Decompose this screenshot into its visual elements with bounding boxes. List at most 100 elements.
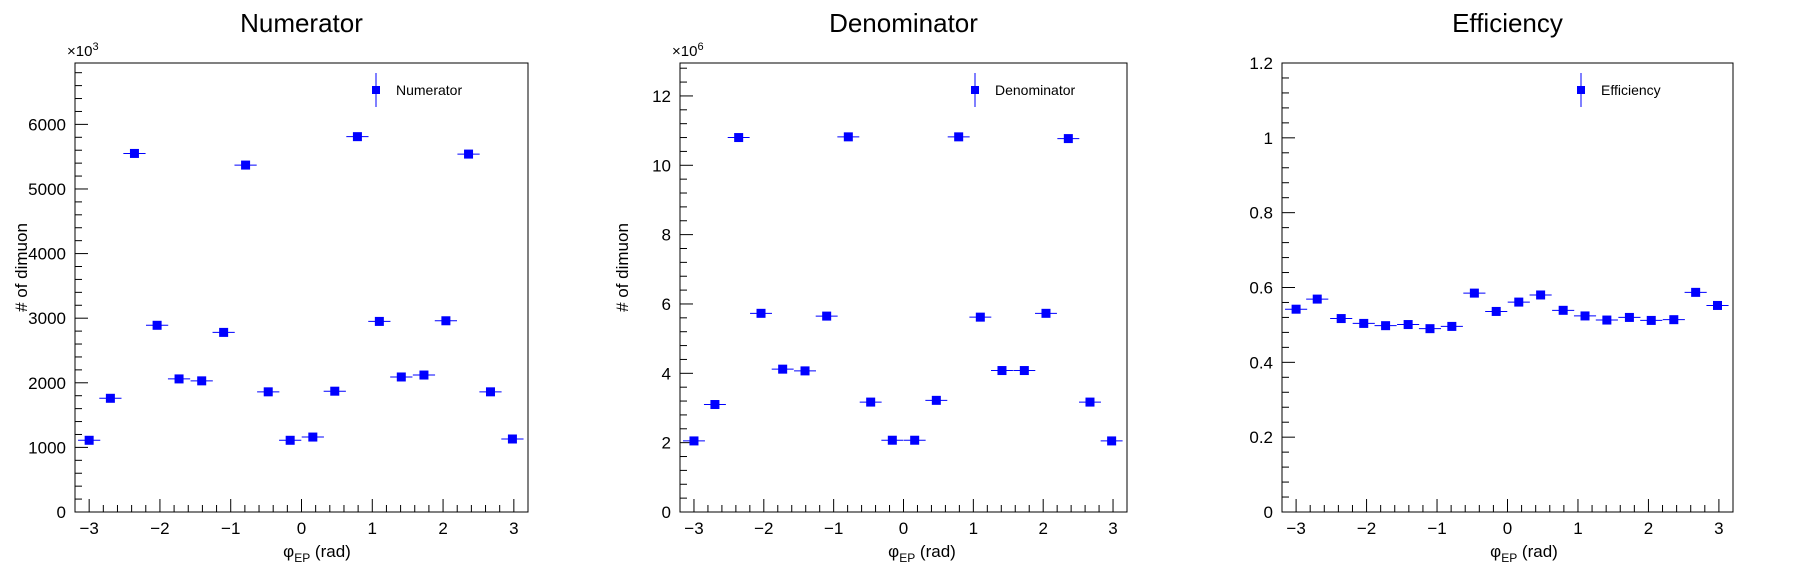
legend-marker (372, 86, 380, 94)
x-tick-label: −3 (684, 519, 703, 538)
marker (1514, 297, 1524, 307)
data-point (1640, 315, 1663, 325)
marker (507, 434, 517, 444)
marker (1491, 306, 1501, 316)
y-tick-label: 5000 (28, 180, 66, 199)
x-tick-label: 3 (1108, 519, 1117, 538)
marker (1536, 290, 1546, 300)
data-point (279, 435, 302, 445)
x-tick-label: 1 (969, 519, 978, 538)
y-multiplier: ×103 (67, 41, 99, 60)
marker (689, 436, 699, 446)
data-point (323, 386, 346, 396)
data-point (859, 397, 882, 407)
data-point (1352, 318, 1375, 328)
marker (1602, 315, 1612, 325)
data-point (1285, 304, 1308, 314)
marker (756, 308, 766, 318)
marker (285, 435, 295, 445)
marker (174, 374, 184, 384)
data-point (145, 320, 169, 330)
x-tick-label: −3 (1286, 519, 1305, 538)
data-point (99, 393, 122, 403)
y-tick-label: 0 (662, 503, 671, 522)
x-tick-label: 0 (297, 519, 306, 538)
marker (710, 400, 720, 410)
y-tick-label: 6000 (28, 115, 66, 134)
chart-title: Numerator (240, 8, 363, 38)
marker (197, 376, 207, 386)
y-tick-label: 0.4 (1249, 353, 1273, 372)
x-tick-label: −3 (79, 519, 98, 538)
plot-frame (679, 62, 1128, 513)
marker (84, 435, 94, 445)
marker (308, 432, 318, 442)
marker (485, 387, 495, 397)
data-point (1529, 290, 1552, 300)
data-point (703, 400, 726, 410)
data-point (727, 133, 750, 143)
data-point (750, 308, 772, 318)
x-tick-label: 2 (438, 519, 447, 538)
chart-title: Denominator (829, 8, 978, 38)
chart-title: Efficiency (1452, 8, 1563, 38)
marker (1403, 320, 1413, 330)
data-point (501, 434, 524, 444)
legend-marker (1577, 86, 1585, 94)
marker (1041, 308, 1051, 318)
data-point (1100, 436, 1123, 446)
data-point (1595, 315, 1618, 325)
marker (352, 132, 362, 142)
data-point (1618, 312, 1641, 322)
data-point (212, 327, 235, 337)
data-point (1440, 321, 1463, 331)
marker (975, 312, 985, 322)
marker (954, 132, 964, 142)
data-point (457, 149, 480, 159)
data-point (991, 366, 1013, 376)
data-point (390, 372, 413, 382)
plot-frame (1281, 62, 1734, 513)
data-point (903, 435, 926, 445)
x-tick-label: −1 (1427, 519, 1446, 538)
data-point (947, 132, 970, 142)
marker (778, 364, 788, 374)
data-point (301, 432, 324, 442)
data-point (1079, 397, 1101, 407)
marker (800, 366, 810, 376)
marker (1669, 315, 1679, 325)
legend-marker (971, 86, 979, 94)
data-point (925, 395, 948, 405)
data-point (1552, 305, 1575, 315)
data-point (1057, 134, 1080, 144)
y-tick-label: 4000 (28, 245, 66, 264)
marker (822, 311, 832, 321)
marker (1691, 287, 1701, 297)
y-tick-label: 12 (652, 87, 671, 106)
marker (843, 132, 853, 142)
data-point (434, 316, 458, 326)
data-point (1330, 314, 1353, 324)
marker (419, 370, 429, 380)
y-tick-label: 0.8 (1249, 204, 1273, 223)
x-tick-label: 3 (509, 519, 518, 538)
marker (396, 372, 406, 382)
y-multiplier: ×106 (672, 41, 704, 60)
y-tick-label: 0 (1264, 503, 1273, 522)
marker (263, 387, 273, 397)
data-point (234, 160, 257, 170)
data-point (346, 132, 369, 142)
marker (931, 395, 941, 405)
data-point (1684, 287, 1707, 297)
x-tick-label: 0 (1503, 519, 1512, 538)
legend-label: Denominator (995, 82, 1075, 98)
y-tick-label: 8 (662, 226, 671, 245)
marker (1580, 311, 1590, 321)
x-tick-label: 0 (899, 519, 908, 538)
marker (1312, 294, 1322, 304)
data-point (969, 312, 992, 322)
y-tick-label: 0.2 (1249, 428, 1273, 447)
marker (1712, 300, 1722, 310)
marker (1063, 134, 1073, 144)
